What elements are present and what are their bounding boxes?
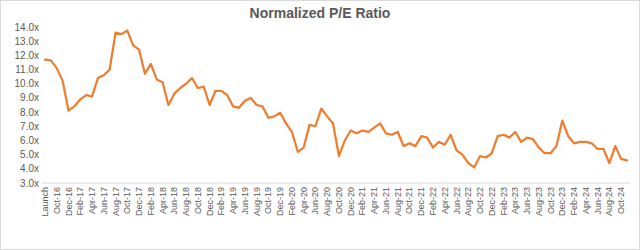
x-tick-label: Oct-16 <box>52 187 62 214</box>
x-axis <box>42 183 630 184</box>
x-tick-label: Oct-18 <box>193 187 203 214</box>
x-tick-label: Dec-21 <box>416 187 426 216</box>
x-tick-label: Aug-17 <box>111 187 121 216</box>
chart-frame <box>1 1 640 250</box>
chart: Normalized P/E Ratio 3.0x 4.0x 5.0x 6.0x 7.0x… <box>0 0 640 250</box>
y-tick <box>40 69 43 70</box>
x-tick-label: Jun-24 <box>593 187 603 215</box>
x-tick-label: Oct-24 <box>616 187 626 214</box>
x-tick-label: Feb-22 <box>428 187 438 216</box>
x-tick-label: Oct-19 <box>263 187 273 214</box>
x-tick-label: Dec-16 <box>64 187 74 216</box>
x-tick-label: Apr-23 <box>510 187 520 214</box>
x-tick-label: Apr-21 <box>369 187 379 214</box>
x-tick-label: Apr-17 <box>87 187 97 214</box>
x-tick-label: Feb-20 <box>287 187 297 216</box>
line <box>45 31 627 168</box>
x-tick-label: Aug-19 <box>252 187 262 216</box>
x-tick-label: Dec-22 <box>487 187 497 216</box>
x-tick-label: Oct-23 <box>546 187 556 214</box>
x-tick-label: Oct-20 <box>334 187 344 214</box>
x-tick-label: Apr-20 <box>299 187 309 214</box>
x-tick-label: Oct-22 <box>475 187 485 214</box>
x-tick-label: Jun-18 <box>169 187 179 215</box>
x-tick-label: Dec-18 <box>205 187 215 216</box>
y-tick <box>40 97 43 98</box>
y-tick-label: 6.0x <box>20 135 39 146</box>
plot-area <box>45 31 627 168</box>
y-tick <box>40 140 43 141</box>
x-tick-label: Apr-18 <box>158 187 168 214</box>
y-tick <box>40 154 43 155</box>
x-tick-label: Aug-21 <box>393 187 403 216</box>
x-tick-label: Aug-24 <box>604 187 614 216</box>
x-tick-label: Dec-20 <box>346 187 356 216</box>
y-tick <box>40 168 43 169</box>
x-tick-label: Jun-22 <box>452 187 462 215</box>
x-tick-label: Jun-20 <box>310 187 320 215</box>
title: Normalized P/E Ratio <box>250 5 391 21</box>
y-tick <box>40 126 43 127</box>
y-tick <box>40 83 43 84</box>
y-tick <box>40 112 43 113</box>
x-tick-label: Oct-17 <box>122 187 132 214</box>
x-tick-label: Aug-20 <box>322 187 332 216</box>
y-tick-label: 13.0x <box>15 36 39 47</box>
x-tick-label: Feb-23 <box>499 187 509 216</box>
x-tick-label: Aug-18 <box>181 187 191 216</box>
x-tick-label: Feb-24 <box>569 187 579 216</box>
y-tick <box>40 55 43 56</box>
x-tick-label: Apr-22 <box>440 187 450 214</box>
y-tick <box>40 27 43 28</box>
x-tick-label: Jun-23 <box>522 187 532 215</box>
y-tick-label: 4.0x <box>20 163 39 174</box>
y-tick-label: 5.0x <box>20 149 39 160</box>
x-tick-label: Dec-19 <box>275 187 285 216</box>
x-tick-label: Jun-21 <box>381 187 391 215</box>
x-tick-label: Apr-24 <box>581 187 591 214</box>
x-tick-label: Aug-23 <box>534 187 544 216</box>
y-tick-label: 8.0x <box>20 107 39 118</box>
y-tick-label: 11.0x <box>15 64 39 75</box>
x-tick-label: Feb-19 <box>216 187 226 216</box>
y-tick-label: 14.0x <box>15 22 39 33</box>
y-tick-label: 9.0x <box>20 92 39 103</box>
x-tick-label: Feb-17 <box>75 187 85 216</box>
y-tick-label: 3.0x <box>20 178 39 189</box>
x-tick-label: Feb-18 <box>146 187 156 216</box>
y-tick-label: 10.0x <box>15 78 39 89</box>
x-tick-label: Launch <box>40 187 50 217</box>
x-tick-label: Jun-19 <box>240 187 250 215</box>
y-tick <box>40 41 43 42</box>
x-tick-label: Feb-21 <box>357 187 367 216</box>
x-tick-label: Dec-23 <box>557 187 567 216</box>
y-tick-label: 12.0x <box>15 50 39 61</box>
y-tick-label: 7.0x <box>20 121 39 132</box>
x-tick-label: Jun-17 <box>99 187 109 215</box>
x-tick-label: Aug-22 <box>463 187 473 216</box>
x-tick-label: Apr-19 <box>228 187 238 214</box>
x-tick-label: Oct-21 <box>404 187 414 214</box>
x-tick-label: Dec-17 <box>134 187 144 216</box>
